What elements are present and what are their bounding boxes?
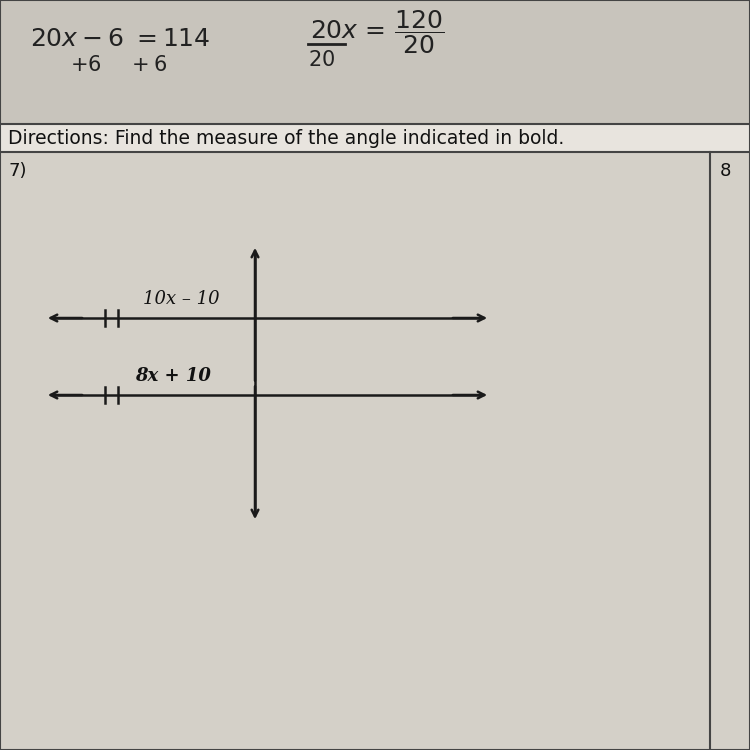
- Bar: [0, 124, 750, 152]
- Text: 8: 8: [720, 162, 731, 180]
- Text: $=\,\dfrac{120}{20}$: $=\,\dfrac{120}{20}$: [360, 8, 445, 56]
- Bar: [0, 152, 750, 750]
- Text: $20$: $20$: [308, 50, 335, 70]
- Text: 8x + 10: 8x + 10: [135, 367, 211, 385]
- Text: 7): 7): [8, 162, 26, 180]
- Text: $+6\quad\ +6$: $+6\quad\ +6$: [70, 55, 167, 75]
- Text: 10x – 10: 10x – 10: [143, 290, 220, 308]
- Text: $20x-6\ =114$: $20x-6\ =114$: [30, 28, 211, 52]
- Bar: [0, 0, 750, 124]
- Text: Directions: Find the measure of the angle indicated in bold.: Directions: Find the measure of the angl…: [8, 128, 564, 148]
- Text: $20x$: $20x$: [310, 20, 358, 44]
